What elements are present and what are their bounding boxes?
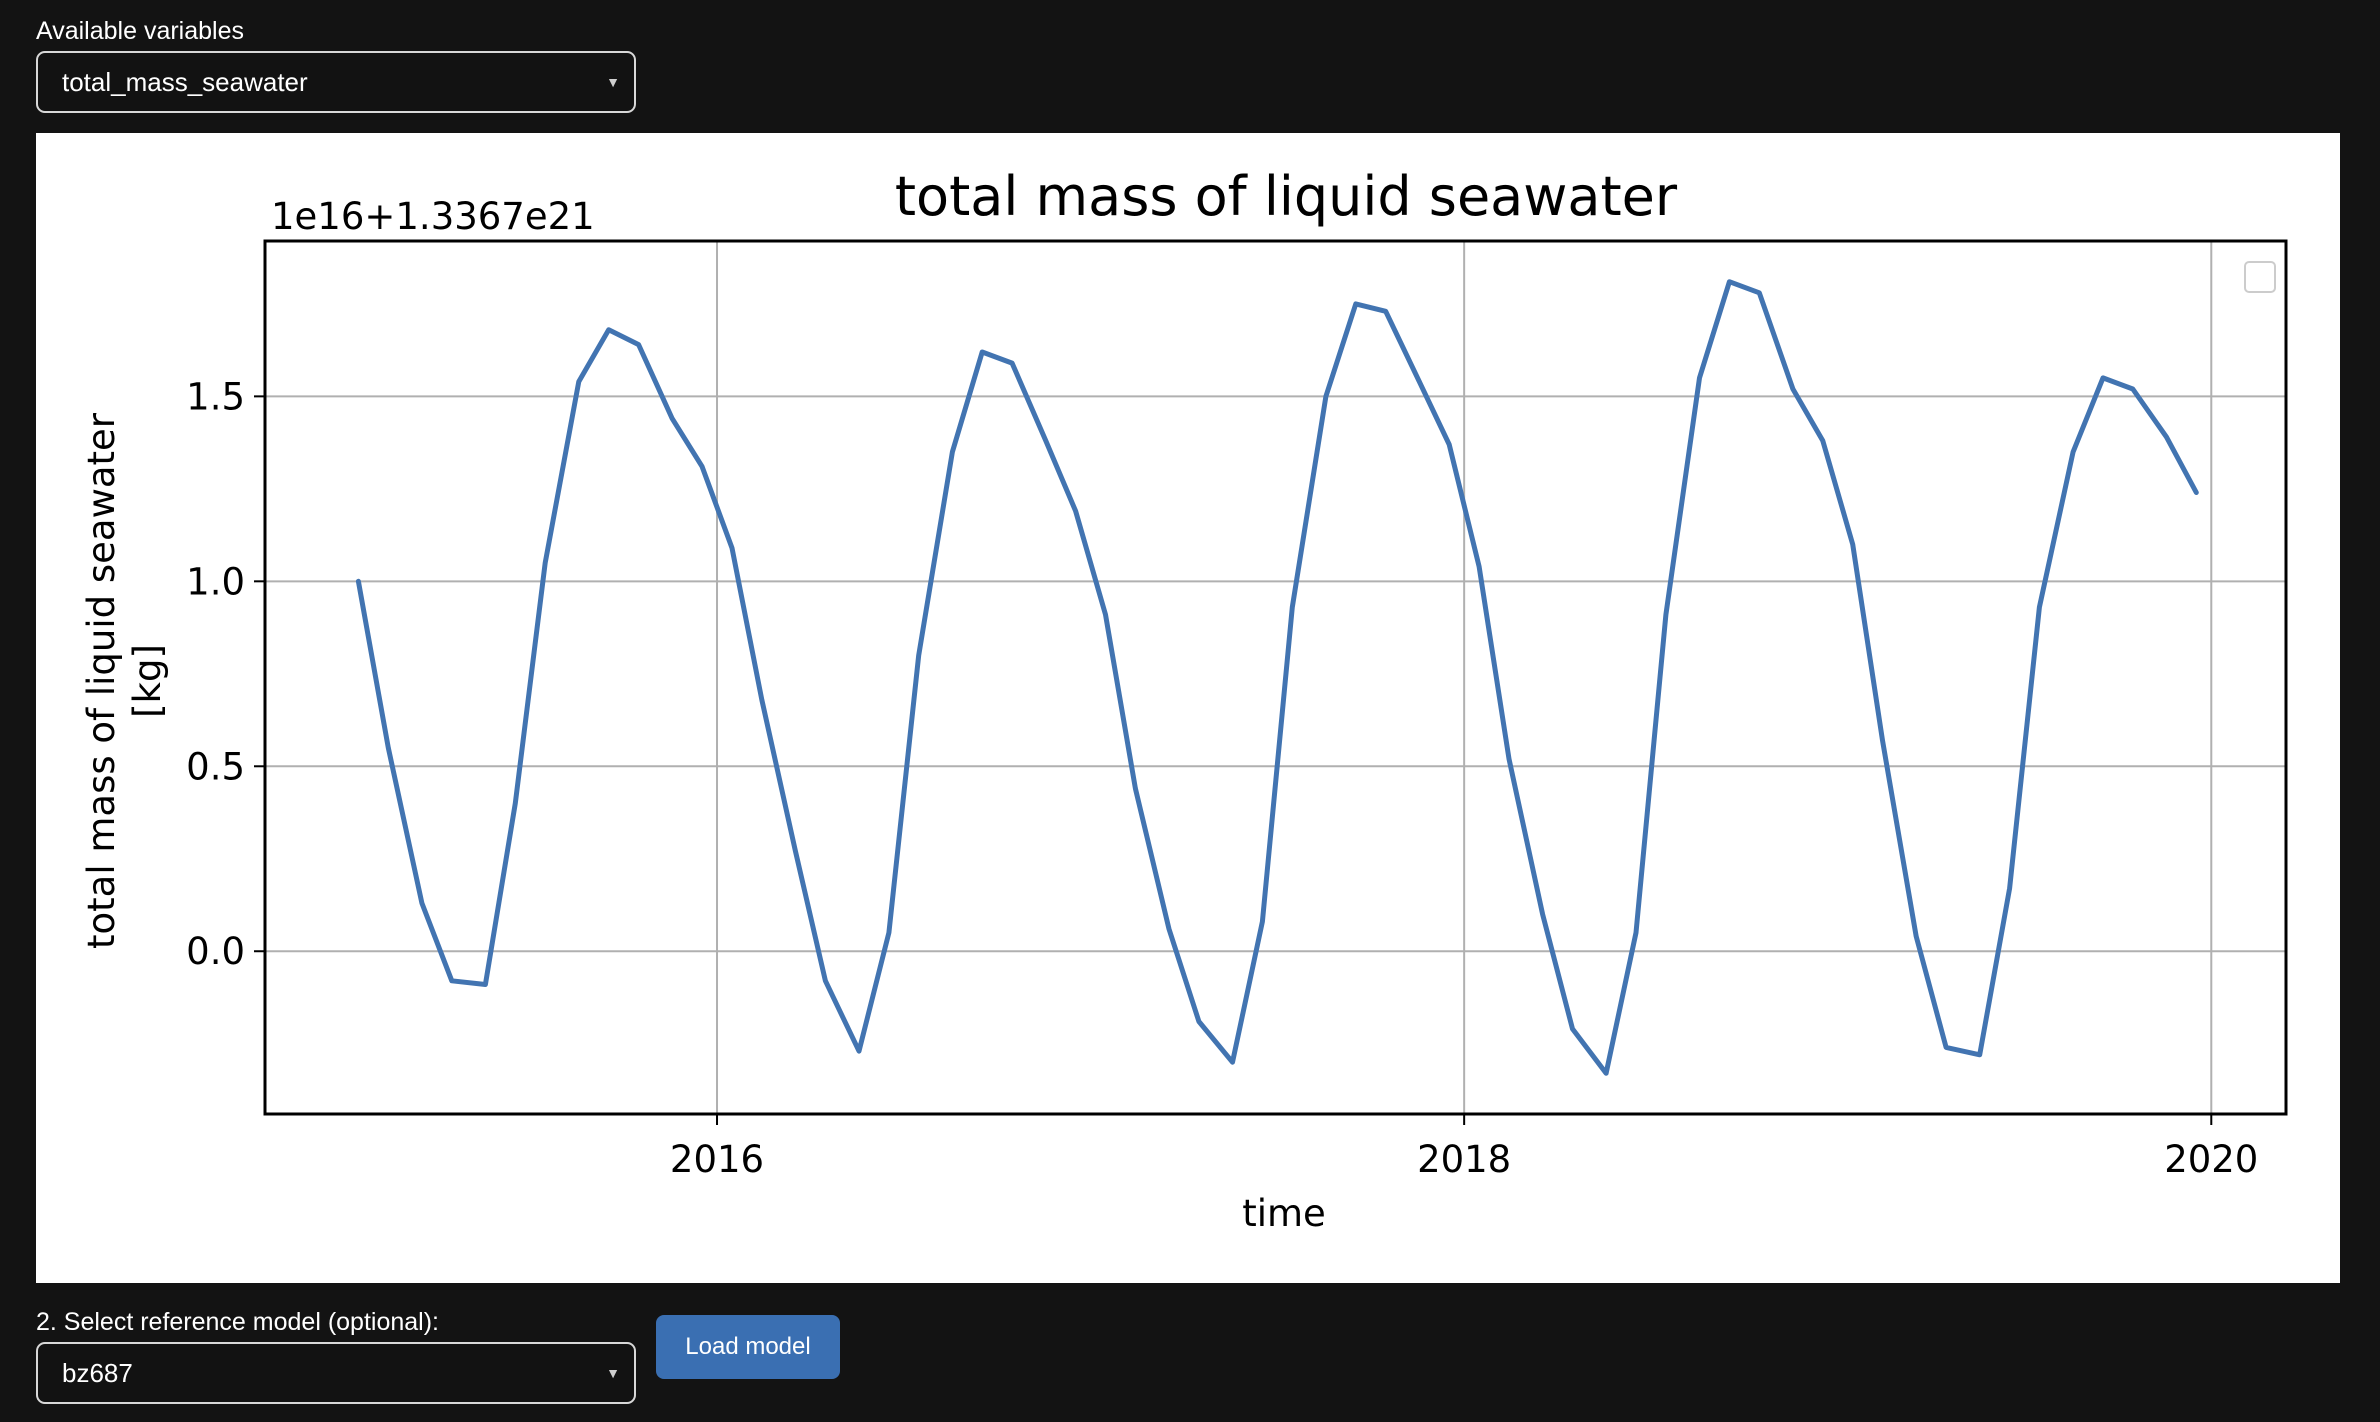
x-axis-label: time	[1242, 1192, 1326, 1235]
caret-down-icon: ▼	[606, 74, 620, 90]
reference-model-select[interactable]: bz687 ▼	[36, 1342, 636, 1404]
reference-model-value: bz687	[62, 1358, 133, 1388]
y-tick-label: 0.5	[186, 745, 245, 788]
legend-box	[2244, 261, 2276, 293]
variable-select[interactable]: total_mass_seawater ▼	[36, 51, 636, 113]
x-tick-label: 2018	[1417, 1138, 1511, 1181]
y-tick-label: 1.0	[186, 560, 245, 603]
y-axis-label: total mass of liquid seawater [kg]	[80, 412, 169, 949]
x-tick-label: 2016	[670, 1138, 764, 1181]
y-axis-label-line-2: [kg]	[126, 644, 169, 718]
caret-down-icon: ▼	[606, 1365, 620, 1381]
load-model-button[interactable]: Load model	[656, 1315, 840, 1379]
offset-text: 1e16+1.3367e21	[271, 195, 595, 238]
variable-select-value: total_mass_seawater	[62, 67, 308, 97]
x-tick-label: 2020	[2164, 1138, 2258, 1181]
plot-panel: 2016 2018 2020 0.0 0.5 1.0 1.5 total mass of l…	[36, 133, 2340, 1283]
available-variables-label: Available variables	[36, 17, 244, 45]
y-tick-label: 0.0	[186, 930, 245, 973]
y-axis-label-line-1: total mass of liquid seawater	[80, 412, 123, 949]
series-line-layer	[355, 279, 2199, 1076]
tick-layer: 2016 2018 2020 0.0 0.5 1.0 1.5	[186, 375, 2258, 1181]
y-tick-label: 1.5	[186, 375, 245, 418]
series-line	[355, 279, 2199, 1076]
chart-title: total mass of liquid seawater	[895, 165, 1678, 228]
axes-frame	[263, 239, 2288, 1116]
line-chart: 2016 2018 2020 0.0 0.5 1.0 1.5 total mass of l…	[80, 165, 2288, 1235]
reference-model-label: 2. Select reference model (optional):	[36, 1308, 439, 1336]
grid-lines	[265, 241, 2286, 1114]
